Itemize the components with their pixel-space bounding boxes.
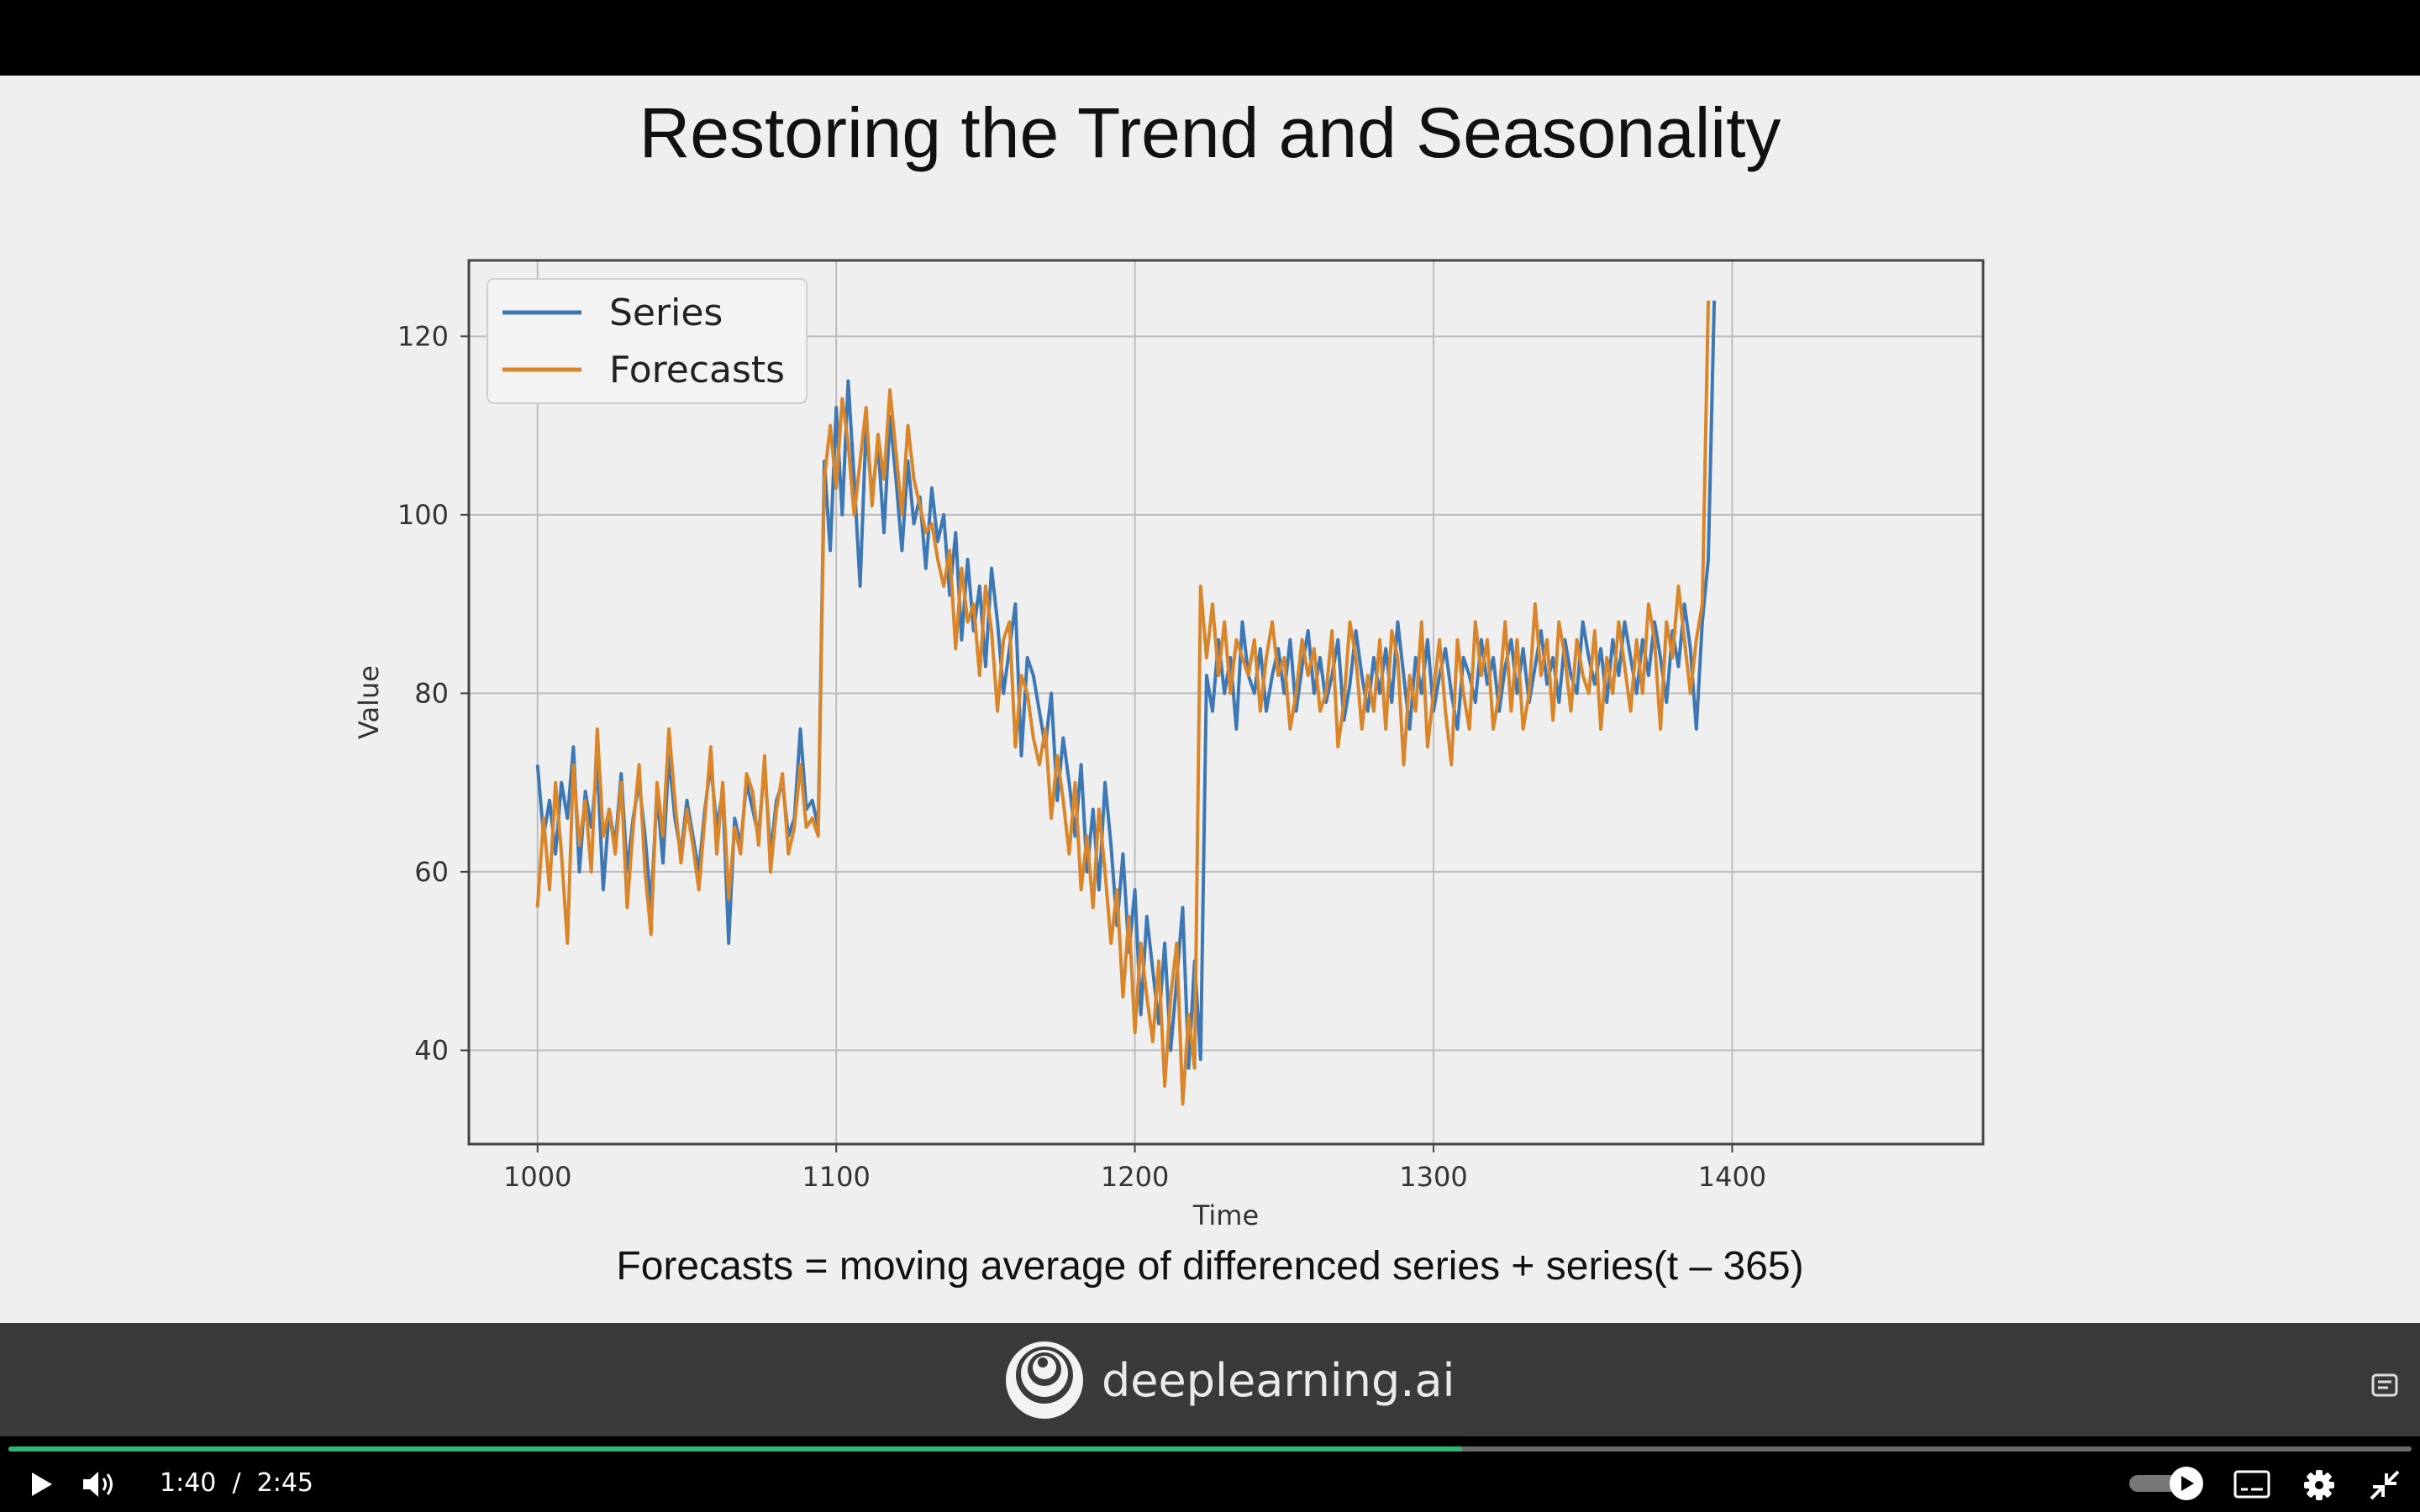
time-display: 1:40 / 2:45 xyxy=(160,1468,313,1498)
captions-icon[interactable] xyxy=(2233,1470,2270,1499)
plot-frame xyxy=(467,259,1985,1146)
x-tick-label: 1300 xyxy=(1399,1161,1467,1193)
top-black-bar xyxy=(0,0,2420,76)
x-tick-label: 1100 xyxy=(802,1161,870,1193)
duration: 2:45 xyxy=(256,1468,314,1498)
video-controls: 1:40 / 2:45 xyxy=(0,1436,2420,1512)
slide-caption: Forecasts = moving average of difference… xyxy=(616,1244,1804,1289)
y-axis-label: Value xyxy=(353,665,385,739)
video-footer-banner: deeplearning.ai xyxy=(0,1323,2420,1436)
y-tick-label: 40 xyxy=(414,1034,449,1066)
y-tick-label: 100 xyxy=(397,499,449,531)
y-tick-label: 120 xyxy=(397,320,449,352)
x-tick-label: 1200 xyxy=(1101,1161,1169,1193)
chart: 1000 1100 1200 1300 1400 40 60 80 100 120 Time Valu… xyxy=(353,259,1985,1231)
slide: Restoring the Trend and Seasonality 1000… xyxy=(0,76,2420,1323)
settings-icon[interactable] xyxy=(2302,1468,2336,1502)
current-time: 1:40 xyxy=(160,1468,217,1498)
y-tick-label: 80 xyxy=(414,677,449,709)
legend-label: Series xyxy=(609,291,723,334)
time-separator: / xyxy=(232,1468,241,1498)
brand-name: deeplearning.ai xyxy=(1102,1353,1455,1407)
exit-fullscreen-icon[interactable] xyxy=(2368,1468,2402,1502)
x-tick-label: 1400 xyxy=(1698,1161,1766,1193)
x-tick-label: 1000 xyxy=(503,1161,571,1193)
play-icon[interactable] xyxy=(27,1470,55,1499)
progress-fill xyxy=(8,1446,1463,1452)
autoplay-toggle-icon[interactable] xyxy=(2126,1465,2207,1502)
progress-bar[interactable] xyxy=(8,1446,2412,1452)
x-axis-label: Time xyxy=(1192,1200,1259,1231)
deeplearning-logo-icon xyxy=(1006,1341,1083,1419)
slide-title: Restoring the Trend and Seasonality xyxy=(639,93,1781,172)
y-tick-label: 60 xyxy=(414,856,449,888)
legend-box xyxy=(487,278,808,404)
volume-icon[interactable] xyxy=(81,1468,118,1500)
legend-label: Forecasts xyxy=(609,349,785,391)
transcript-icon[interactable] xyxy=(2370,1370,2400,1400)
plot-area xyxy=(469,260,1983,1144)
series-line-forecasts xyxy=(535,300,1710,1106)
brand: deeplearning.ai xyxy=(1004,1340,1455,1420)
